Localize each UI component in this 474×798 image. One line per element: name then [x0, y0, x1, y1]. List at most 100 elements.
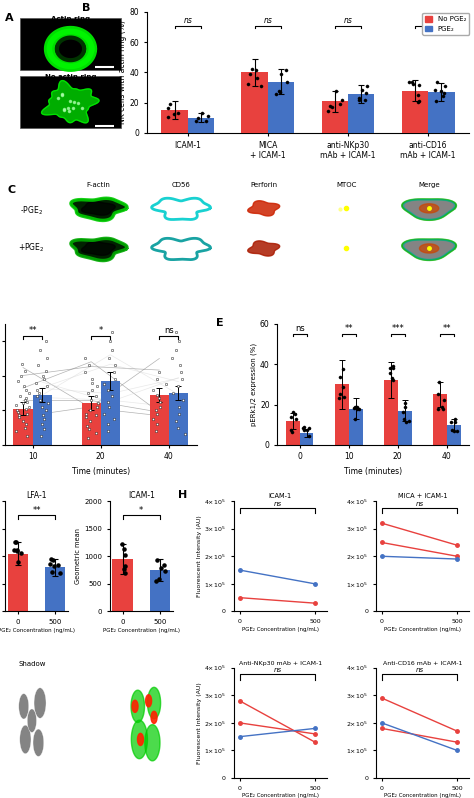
- Point: [89, 383, 96, 396]
- X-axis label: Time (minutes): Time (minutes): [344, 467, 402, 476]
- Bar: [188, 118, 214, 133]
- Point: [10, 543, 18, 556]
- Bar: [82, 403, 100, 444]
- Point: [409, 76, 416, 89]
- Point: [40, 373, 47, 385]
- Polygon shape: [137, 733, 144, 745]
- Title: LFA-1: LFA-1: [26, 492, 47, 500]
- Point: [415, 94, 423, 107]
- Bar: [8, 554, 28, 611]
- Point: [299, 422, 306, 435]
- Point: [26, 401, 33, 413]
- Polygon shape: [248, 241, 280, 256]
- Point: [257, 79, 265, 92]
- X-axis label: PGE₂ Concentration (ng/mL): PGE₂ Concentration (ng/mL): [242, 793, 319, 798]
- Point: [104, 417, 112, 430]
- Point: [192, 114, 200, 127]
- Point: [108, 343, 116, 356]
- Point: [93, 380, 100, 393]
- Point: [161, 559, 168, 571]
- Point: [153, 389, 160, 401]
- X-axis label: PGE₂ Concentration (ng/mL): PGE₂ Concentration (ng/mL): [103, 628, 180, 633]
- Bar: [161, 110, 188, 133]
- Text: **: **: [443, 324, 451, 334]
- Point: [12, 399, 20, 412]
- Point: [110, 413, 118, 425]
- Text: +PGE$_2$: +PGE$_2$: [18, 242, 45, 255]
- Point: [414, 89, 422, 101]
- Point: [441, 86, 448, 99]
- Point: [49, 554, 57, 567]
- Point: [21, 421, 28, 434]
- Point: [401, 397, 409, 409]
- Point: [278, 68, 285, 81]
- Text: C: C: [8, 185, 16, 196]
- Point: [155, 392, 163, 405]
- Point: [54, 559, 61, 571]
- Title: MICA + ICAM-1: MICA + ICAM-1: [398, 493, 447, 500]
- Point: [355, 93, 363, 106]
- Polygon shape: [88, 693, 95, 709]
- Point: [104, 395, 111, 408]
- Point: [434, 387, 442, 400]
- Text: **: **: [32, 506, 41, 515]
- Point: [402, 416, 410, 429]
- Point: [150, 383, 157, 396]
- Point: [14, 404, 21, 417]
- Point: [174, 380, 182, 393]
- Polygon shape: [19, 693, 29, 719]
- Point: [157, 561, 164, 574]
- Point: [36, 386, 43, 399]
- Point: [11, 535, 19, 548]
- Text: ns: ns: [344, 16, 353, 25]
- Point: [386, 361, 394, 374]
- Point: [364, 79, 371, 92]
- Point: [326, 100, 333, 113]
- Text: ns: ns: [415, 667, 424, 674]
- Bar: [447, 425, 461, 444]
- Point: [440, 393, 447, 406]
- Title: Shadow: Shadow: [18, 661, 46, 666]
- Point: [338, 93, 346, 106]
- Point: [36, 343, 44, 356]
- Point: [15, 409, 23, 422]
- Point: [100, 407, 108, 420]
- Point: [84, 432, 92, 444]
- Title: F-actin: F-actin: [86, 182, 110, 188]
- Point: [156, 395, 164, 408]
- Polygon shape: [85, 737, 93, 753]
- Text: -PGE$_2$: -PGE$_2$: [20, 204, 43, 216]
- Point: [288, 425, 296, 438]
- Point: [156, 401, 164, 413]
- Bar: [33, 395, 52, 444]
- Bar: [321, 101, 348, 133]
- Point: [82, 407, 90, 420]
- Point: [38, 401, 46, 413]
- Point: [149, 413, 157, 425]
- Point: [172, 414, 180, 427]
- Bar: [13, 409, 33, 444]
- X-axis label: PGE₂ Concentration (ng/mL): PGE₂ Concentration (ng/mL): [384, 793, 461, 798]
- Bar: [335, 385, 349, 444]
- Point: [340, 380, 347, 393]
- Point: [337, 371, 344, 384]
- Point: [18, 358, 26, 370]
- Point: [434, 403, 442, 416]
- Point: [390, 361, 397, 374]
- Point: [93, 401, 101, 413]
- Text: E: E: [216, 318, 224, 328]
- Point: [92, 426, 100, 439]
- Point: [332, 85, 340, 97]
- Point: [152, 404, 160, 417]
- Point: [176, 401, 183, 413]
- Text: Actin ring: Actin ring: [51, 16, 90, 22]
- Y-axis label: NK cells with actin ring (%): NK cells with actin ring (%): [118, 21, 127, 124]
- Point: [42, 334, 49, 347]
- Point: [287, 424, 294, 437]
- Text: **: **: [28, 326, 37, 335]
- Point: [168, 352, 176, 365]
- Text: B: B: [82, 3, 91, 14]
- Point: [88, 376, 95, 389]
- Point: [19, 414, 27, 427]
- Point: [176, 359, 183, 372]
